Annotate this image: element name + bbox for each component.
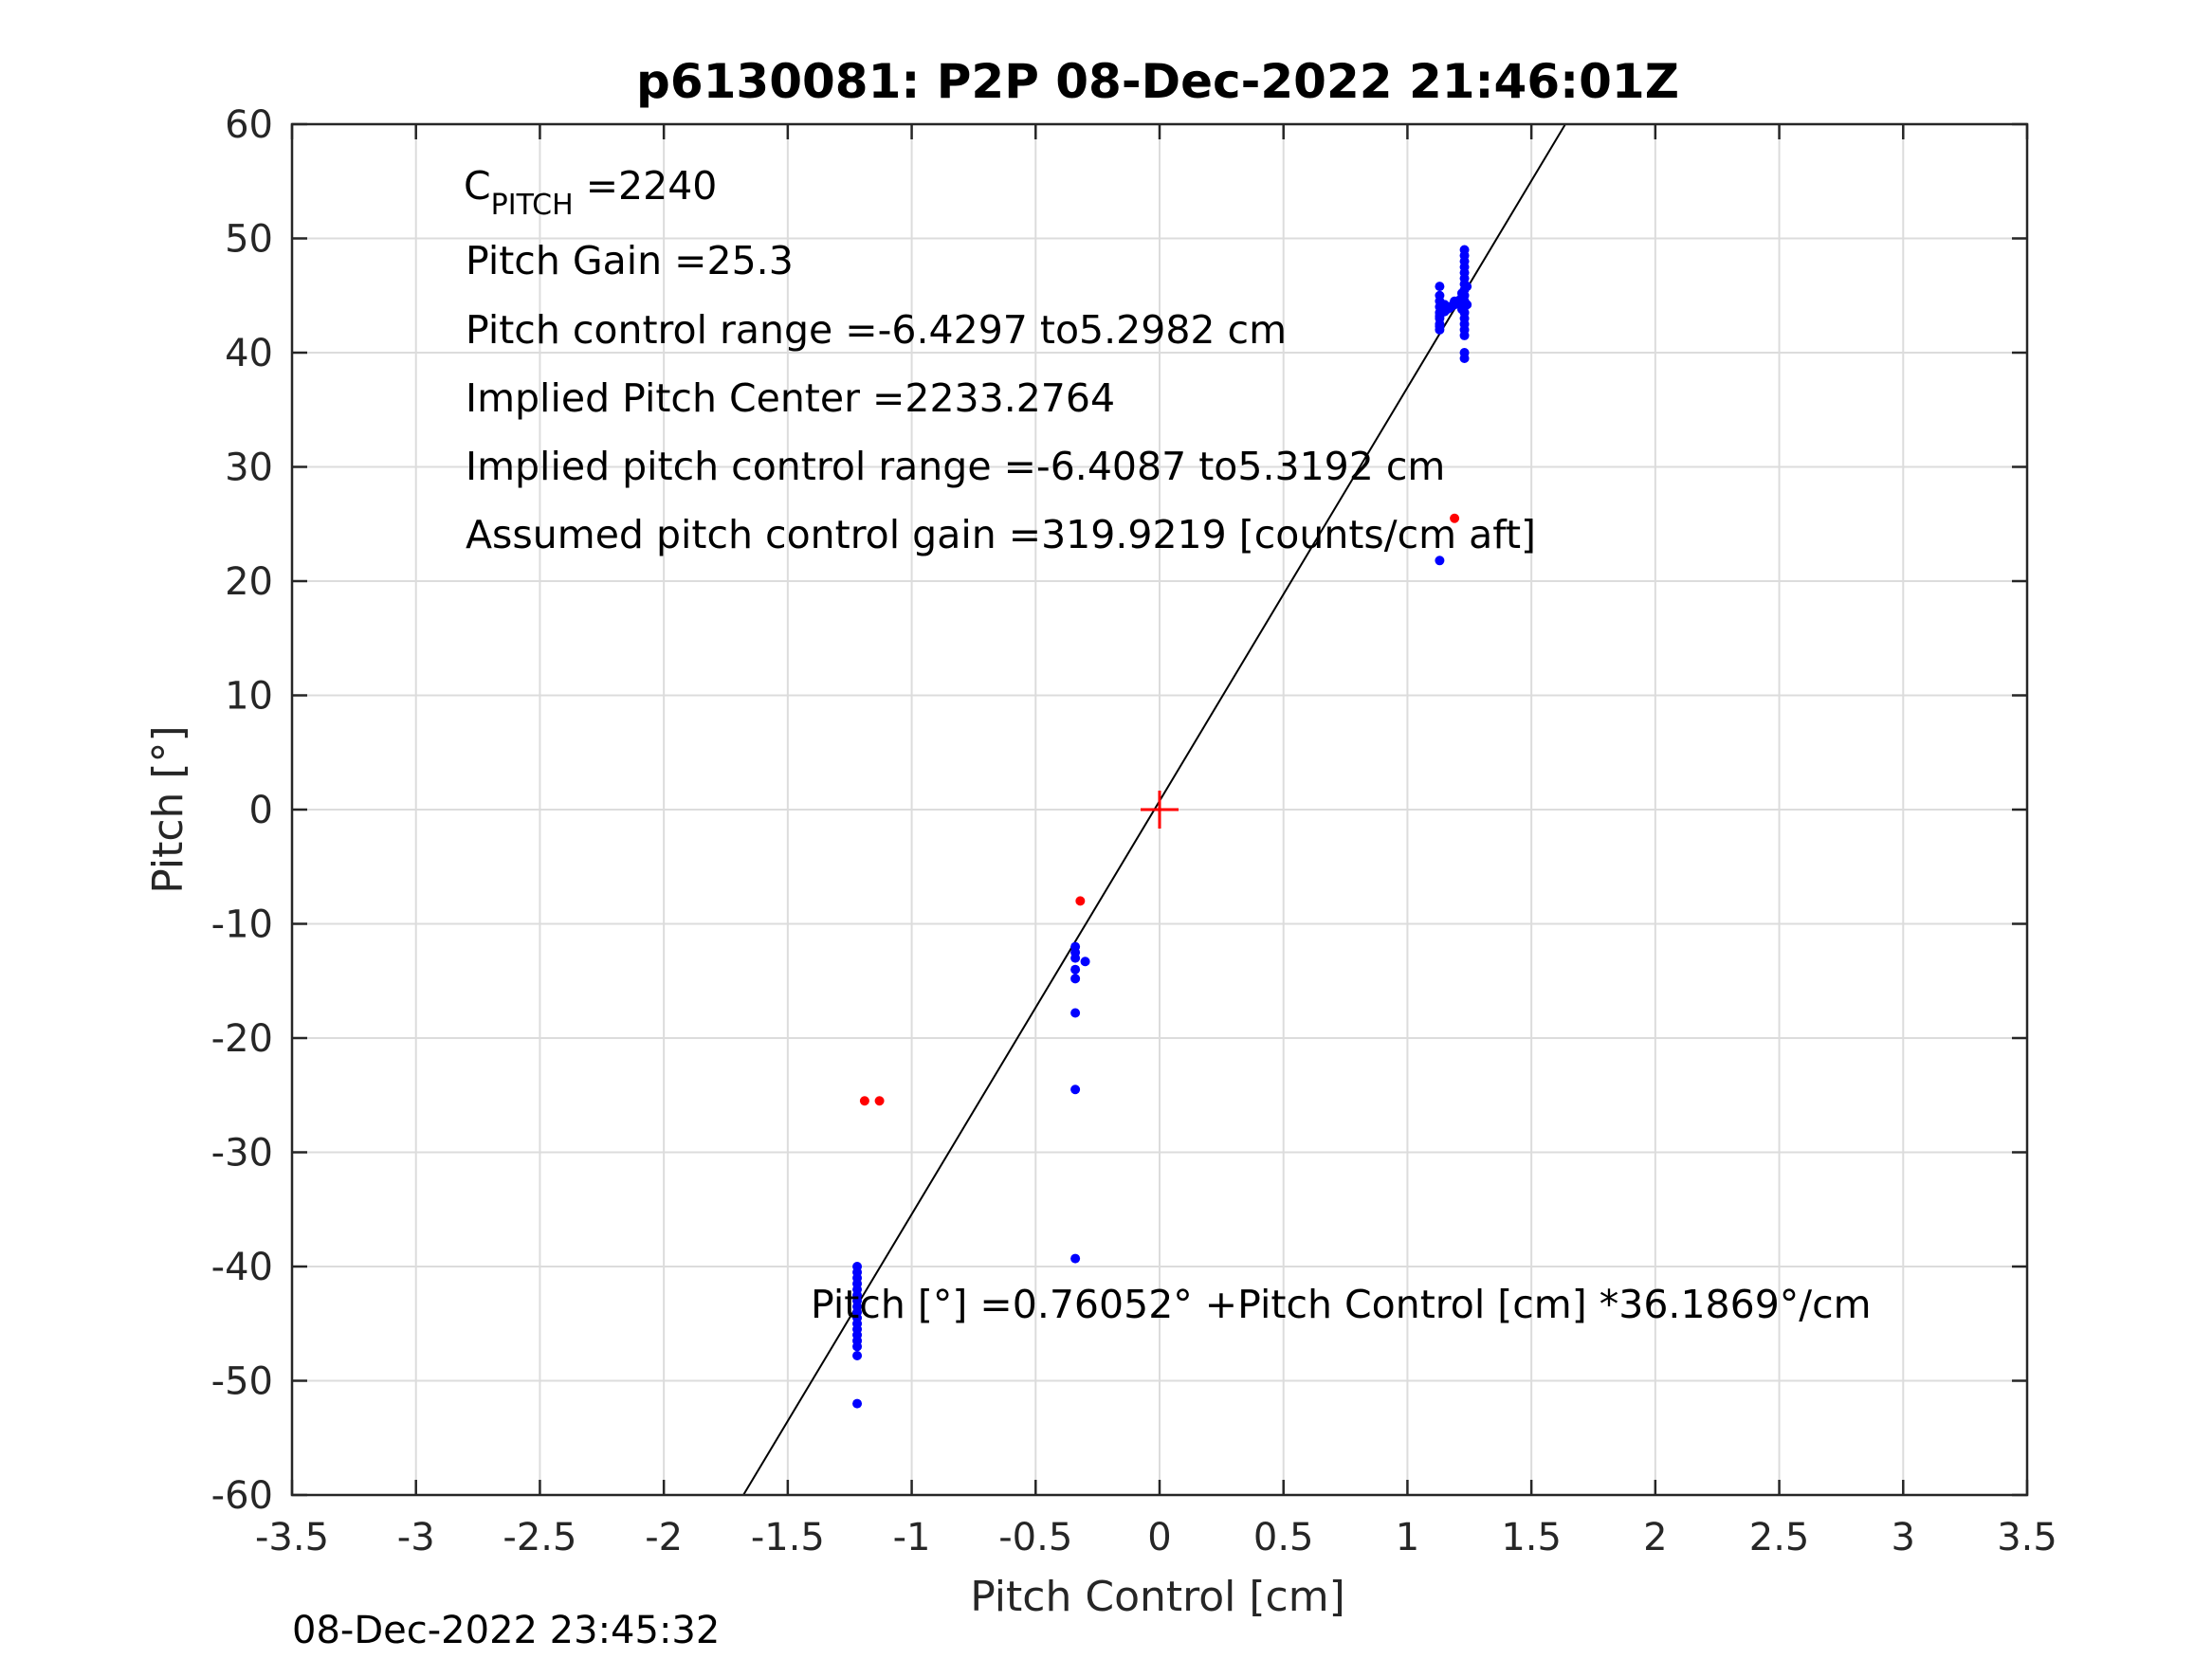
implied-pitch-control-range-annotation: Implied pitch control range =-6.4087 to5… [466,444,1445,489]
y-tick-label: -40 [211,1246,273,1289]
blue-data-point [1462,282,1472,292]
x-tick-labels: -3.5 -3 -2.5 -2 -1.5 -1 -0.5 0 0.5 1 1.5 2 2.5 3 3.5 [255,1516,2057,1559]
blue-data-point [852,1350,863,1360]
blue-data-point [852,1398,863,1409]
blue-data-point [852,1341,863,1352]
blue-data-point [1070,1008,1081,1018]
x-tick-label: -3.5 [255,1516,329,1559]
y-tick-label: 60 [225,103,273,147]
blue-data-point [1070,974,1081,984]
blue-data-point [1435,321,1445,332]
y-tick-label: -20 [211,1017,273,1061]
blue-data-point [1080,957,1090,967]
blue-data-point [1450,296,1460,306]
x-tick-label: -0.5 [998,1516,1072,1559]
blue-data-point [1070,964,1081,975]
y-tick-label: 30 [225,447,273,490]
blue-data-point [1435,556,1445,566]
x-tick-label: -1.5 [751,1516,825,1559]
pitch-gain-annotation: Pitch Gain =25.3 [466,238,794,283]
blue-data-point [1070,1085,1081,1095]
blue-data-point [1435,290,1445,301]
y-tick-label: 0 [249,789,273,832]
blue-data-point [1456,288,1467,299]
x-tick-label: 2 [1643,1516,1667,1559]
y-tick-label: -60 [211,1474,273,1518]
chart-title: p6130081: P2P 08-Dec-2022 21:46:01Z [636,54,1679,109]
timestamp: 08-Dec-2022 23:45:32 [292,1609,720,1652]
x-tick-label: 0 [1147,1516,1171,1559]
fit-equation-annotation: Pitch [°] =0.76052° +Pitch Control [cm] … [811,1282,1872,1327]
blue-data-point [1435,282,1445,292]
implied-pitch-center-annotation: Implied Pitch Center =2233.2764 [466,375,1115,421]
red-data-point [1450,513,1460,523]
x-tick-label: -3 [397,1516,435,1559]
x-tick-label: -2 [645,1516,683,1559]
y-tick-label: 20 [225,560,273,604]
x-tick-label: -2.5 [503,1516,576,1559]
blue-data-point [1444,303,1454,314]
y-axis-label: Pitch [°] [144,725,192,893]
x-tick-label: 1.5 [1501,1516,1562,1559]
c-pitch-annotation: CPITCH =2240 [464,163,717,222]
pitch-control-range-annotation: Pitch control range =-6.4297 to5.2982 cm [466,307,1287,353]
x-tick-label: 3 [1892,1516,1915,1559]
y-tick-label: 50 [225,218,273,262]
blue-data-point [1462,300,1472,310]
x-tick-label: 2.5 [1749,1516,1810,1559]
y-tick-label: -10 [211,903,273,947]
x-tick-label: -1 [893,1516,931,1559]
center-marker-layer [1141,791,1179,829]
y-tick-label: 40 [225,332,273,375]
x-tick-label: 1 [1396,1516,1419,1559]
grid [292,124,2027,1495]
c-pitch-value: =2240 [574,163,718,209]
axis-ticks [290,122,2029,1497]
data-points [852,245,1472,1409]
red-data-point [859,1096,869,1106]
c-pitch-subscript: PITCH [491,189,574,222]
y-tick-label: -50 [211,1360,273,1404]
assumed-gain-annotation: Assumed pitch control gain =319.9219 [co… [466,512,1536,557]
blue-data-point [1459,245,1470,255]
y-tick-label: 10 [225,675,273,719]
blue-data-point [1070,1253,1081,1264]
blue-data-point [1459,348,1470,357]
x-tick-label: 3.5 [1997,1516,2057,1559]
red-data-point [1075,896,1086,906]
blue-data-point [1070,953,1081,963]
y-tick-labels: -60 -50 -40 -30 -20 -10 0 10 20 30 40 50 60 [211,103,273,1518]
y-tick-label: -30 [211,1132,273,1176]
x-tick-label: 0.5 [1253,1516,1314,1559]
x-axis-label: Pitch Control [cm] [970,1573,1345,1621]
c-pitch-letter: C [464,163,491,209]
red-data-point [874,1096,885,1106]
